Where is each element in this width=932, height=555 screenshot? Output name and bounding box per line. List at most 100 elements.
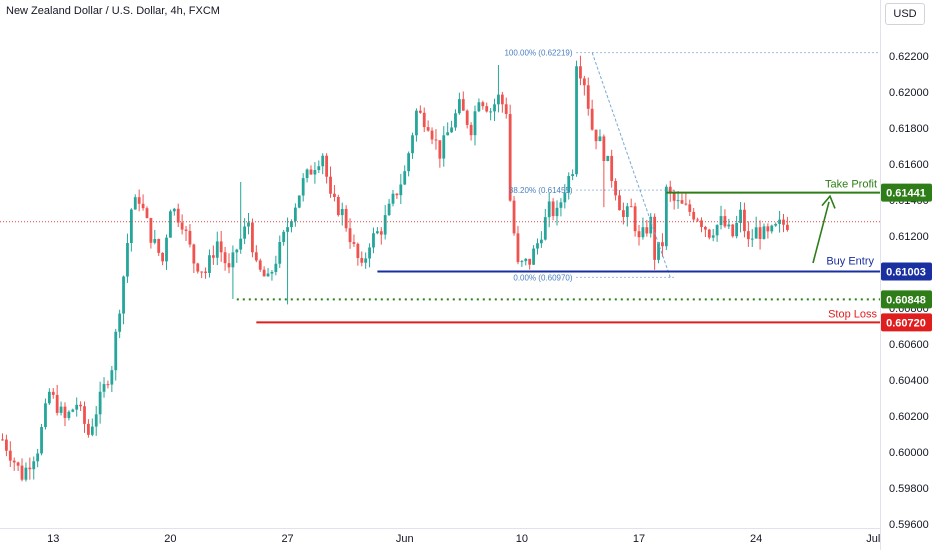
candle-down <box>579 66 582 79</box>
candle-down <box>731 224 735 237</box>
candle-down <box>180 222 184 230</box>
candle-up <box>313 170 317 175</box>
candle-up <box>399 184 403 196</box>
candle-down <box>336 196 340 216</box>
candle-down <box>204 271 207 273</box>
y-tick-label: 0.61600 <box>889 159 929 171</box>
candle-up <box>235 249 239 253</box>
candle-down <box>704 226 707 230</box>
candle-down <box>508 113 512 201</box>
candle-up <box>664 186 668 247</box>
y-tick-label: 0.59600 <box>889 519 929 531</box>
candle-up <box>122 276 125 314</box>
candle-down <box>63 406 67 418</box>
candle-down <box>746 231 750 240</box>
candle-up <box>340 208 344 216</box>
candle-up <box>442 135 446 159</box>
candle-up <box>770 225 774 232</box>
y-tick-label: 0.60000 <box>889 447 929 459</box>
candle-up <box>606 155 610 162</box>
y-tick-label: 0.61200 <box>889 231 929 243</box>
candle-up <box>762 226 766 239</box>
candle-down <box>481 102 485 107</box>
candle-up <box>94 414 98 427</box>
candle-down <box>594 129 598 142</box>
y-tick-label: 0.62000 <box>889 87 929 99</box>
candle-up <box>372 233 375 248</box>
candle-down <box>430 130 434 140</box>
y-tick-label: 0.60600 <box>889 339 929 351</box>
candle-up <box>649 216 653 234</box>
candle-down <box>582 78 586 86</box>
candle-down <box>500 94 504 105</box>
candle-up <box>403 171 407 185</box>
candle-up <box>563 192 567 203</box>
candle-down <box>516 233 520 263</box>
y-tick-label: 0.60400 <box>889 375 929 387</box>
candle-up <box>317 166 321 171</box>
candle-down <box>692 211 696 220</box>
candle-up <box>364 258 368 263</box>
candle-up <box>715 225 719 236</box>
candle-down <box>672 193 676 201</box>
candle-up <box>172 208 176 212</box>
candle-up <box>239 238 243 250</box>
x-tick-label: 24 <box>750 533 762 545</box>
candle-up <box>24 467 28 480</box>
candle-down <box>184 229 188 231</box>
candle-down <box>668 186 672 194</box>
candle-up <box>297 195 301 208</box>
candle-down <box>786 224 789 230</box>
candle-up <box>520 261 524 263</box>
candle-up <box>391 193 395 204</box>
candle-up <box>567 176 571 193</box>
candle-down <box>766 226 770 232</box>
candle-up <box>543 217 547 240</box>
candle-down <box>329 176 332 194</box>
candle-up <box>44 403 47 428</box>
candle-up <box>71 409 75 412</box>
candle-down <box>325 155 329 177</box>
target-arrow-head <box>821 194 836 209</box>
candle-up <box>450 127 453 133</box>
stop-loss-badge-text: 0.60720 <box>886 317 926 329</box>
candle-down <box>743 209 746 232</box>
candle-up <box>539 239 543 244</box>
candle-down <box>8 450 12 461</box>
candle-up <box>368 247 371 259</box>
candle-down <box>28 467 32 470</box>
candle-up <box>301 178 305 196</box>
candle-up <box>126 243 129 277</box>
x-tick-label: 13 <box>47 533 59 545</box>
candle-up <box>118 313 122 332</box>
candle-down <box>83 406 86 424</box>
candle-up <box>243 226 247 239</box>
candle-down <box>192 244 196 264</box>
candle-down <box>149 218 153 243</box>
candle-up <box>290 221 293 228</box>
candle-down <box>137 197 141 204</box>
candle-down <box>469 124 473 136</box>
candle-down <box>141 203 145 209</box>
candle-up <box>67 411 71 418</box>
candle-up <box>571 174 575 177</box>
candle-down <box>504 104 508 114</box>
candle-down <box>434 139 438 141</box>
candle-up <box>473 111 477 136</box>
candle-up <box>282 231 286 242</box>
candle-down <box>586 85 590 109</box>
candle-up <box>778 219 781 224</box>
support-badge <box>881 290 932 309</box>
candle-down <box>680 200 684 204</box>
x-tick-label: Jul <box>866 533 880 545</box>
currency-button[interactable]: USD <box>885 3 925 25</box>
candle-up <box>47 391 51 404</box>
candle-up <box>625 206 629 217</box>
candle-up <box>266 273 270 277</box>
x-tick-label: 27 <box>281 533 293 545</box>
candle-up <box>110 370 114 385</box>
candle-up <box>559 202 563 208</box>
y-tick-label: 0.59800 <box>889 483 929 495</box>
candle-down <box>590 108 594 130</box>
